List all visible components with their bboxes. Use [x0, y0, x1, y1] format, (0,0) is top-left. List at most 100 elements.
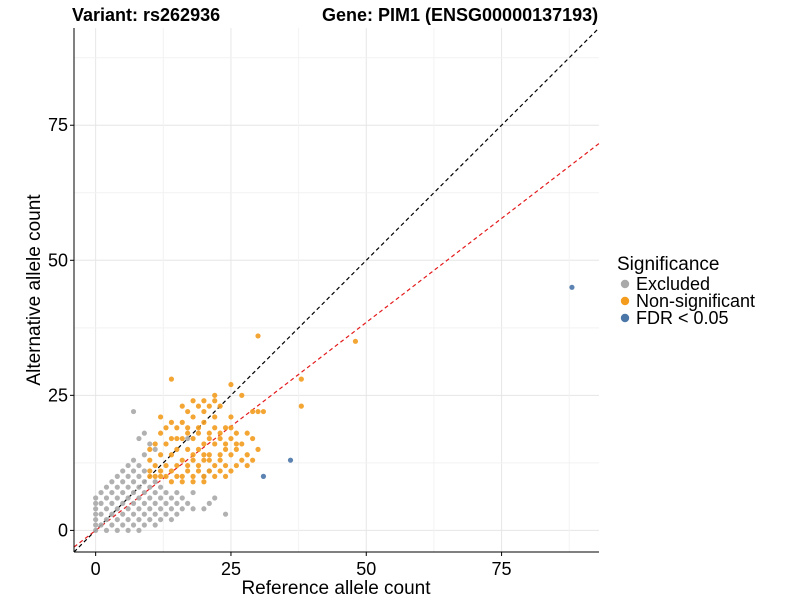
point-non-significant	[168, 435, 175, 442]
chart-title-variant: Variant: rs262936	[72, 5, 220, 25]
point-excluded	[103, 527, 110, 533]
point-non-significant	[185, 408, 191, 415]
y-tick-label: 75	[48, 115, 68, 135]
point-excluded	[93, 500, 99, 506]
point-non-significant	[163, 441, 169, 447]
point-excluded	[141, 511, 147, 517]
point-non-significant	[206, 430, 212, 436]
point-excluded	[163, 489, 169, 496]
point-excluded	[130, 479, 137, 485]
point-non-significant	[185, 446, 191, 452]
point-excluded	[141, 430, 147, 436]
point-excluded	[152, 489, 158, 496]
point-excluded	[103, 484, 110, 490]
point-non-significant	[163, 425, 169, 431]
point-non-significant	[174, 473, 180, 479]
point-excluded	[109, 511, 115, 517]
point-excluded	[179, 495, 185, 501]
point-excluded	[141, 522, 147, 528]
legend-label-excluded: Excluded	[636, 274, 710, 294]
point-non-significant	[195, 403, 202, 409]
point-non-significant	[179, 479, 185, 485]
legend-key-excluded	[620, 279, 630, 289]
point-non-significant	[195, 468, 202, 474]
point-non-significant	[228, 425, 234, 431]
point-non-significant	[168, 452, 175, 458]
point-non-significant	[255, 408, 261, 415]
point-excluded	[93, 506, 99, 512]
point-non-significant	[255, 446, 261, 452]
point-non-significant	[179, 403, 185, 409]
point-non-significant	[212, 441, 218, 447]
x-tick-label: 25	[221, 559, 241, 579]
point-non-significant	[179, 473, 185, 479]
point-excluded	[125, 527, 131, 533]
point-excluded	[147, 441, 153, 447]
x-tick-label: 75	[492, 559, 512, 579]
point-excluded	[157, 495, 164, 501]
point-non-significant	[168, 479, 175, 485]
point-non-significant	[157, 473, 164, 479]
point-non-significant	[201, 457, 207, 463]
point-non-significant	[195, 446, 202, 452]
point-non-significant	[168, 468, 175, 474]
point-non-significant	[222, 446, 229, 452]
point-non-significant	[201, 398, 207, 404]
point-excluded	[103, 506, 110, 512]
point-excluded	[136, 484, 142, 490]
point-excluded	[212, 495, 218, 501]
point-excluded	[109, 500, 115, 506]
point-non-significant	[239, 392, 245, 398]
point-excluded	[120, 500, 126, 506]
point-excluded	[125, 462, 131, 469]
point-non-significant	[244, 462, 250, 469]
point-non-significant	[190, 398, 196, 404]
point-non-significant	[298, 403, 304, 409]
grid	[74, 28, 599, 552]
point-non-significant	[174, 425, 180, 431]
point-excluded	[114, 516, 120, 523]
point-non-significant	[233, 462, 239, 469]
point-excluded	[141, 479, 147, 485]
point-excluded	[114, 473, 120, 479]
point-non-significant	[157, 468, 164, 474]
legend-key-non-significant	[620, 296, 630, 306]
point-excluded	[130, 468, 137, 474]
point-non-significant	[233, 441, 239, 447]
point-excluded	[222, 511, 229, 517]
point-excluded	[125, 506, 131, 512]
point-excluded	[98, 511, 104, 517]
point-non-significant	[179, 457, 185, 463]
y-tick-label: 50	[48, 250, 68, 270]
point-excluded	[120, 489, 126, 496]
point-excluded	[147, 484, 153, 490]
point-non-significant	[217, 435, 223, 442]
point-excluded	[130, 457, 137, 463]
y-tick-label: 0	[58, 520, 68, 540]
x-tick-label: 0	[91, 559, 101, 579]
point-non-significant	[201, 452, 207, 458]
point-excluded	[152, 446, 158, 452]
point-excluded	[125, 473, 131, 479]
point-non-significant	[298, 376, 304, 382]
point-non-significant	[222, 462, 229, 469]
point-non-significant	[228, 468, 234, 474]
point-non-significant	[244, 430, 250, 436]
point-non-significant	[201, 441, 207, 447]
point-excluded	[103, 495, 110, 501]
point-excluded	[147, 506, 153, 512]
point-non-significant	[228, 435, 234, 442]
point-excluded	[130, 511, 137, 517]
legend-label-non-significant: Non-significant	[636, 291, 755, 311]
point-non-significant	[217, 403, 223, 409]
y-tick-label: 25	[48, 385, 68, 405]
point-non-significant	[195, 425, 202, 431]
point-non-significant	[195, 462, 202, 469]
point-excluded	[206, 500, 212, 506]
legend: Significance ExcludedNon-significantFDR …	[617, 254, 755, 328]
point-non-significant	[239, 441, 245, 447]
point-non-significant	[255, 333, 261, 339]
point-excluded	[168, 506, 175, 512]
point-non-significant	[157, 430, 164, 436]
legend-label-fdr-0-05: FDR < 0.05	[636, 308, 729, 328]
